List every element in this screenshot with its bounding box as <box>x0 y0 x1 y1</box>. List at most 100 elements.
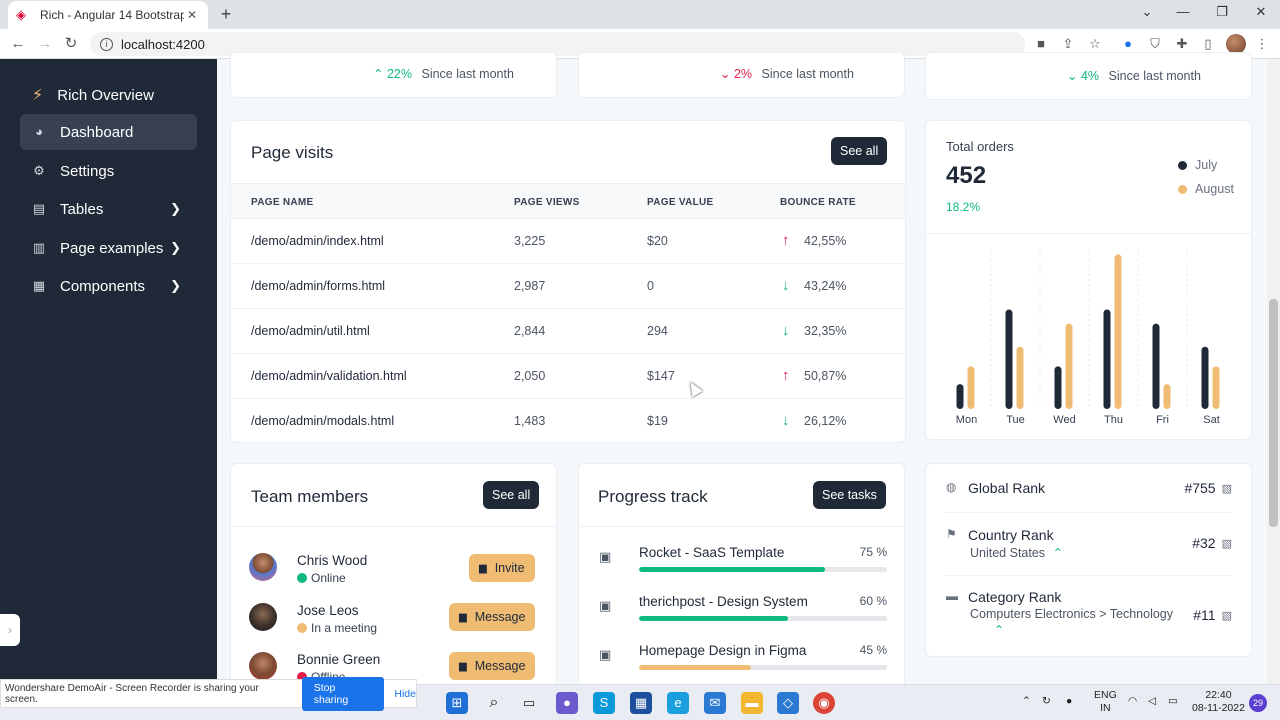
chevron-up-icon: ⌃ <box>373 67 384 81</box>
sidebar-item-page-examples[interactable]: ▥ Page examples ❯ <box>20 230 197 266</box>
column-header: PAGE NAME <box>251 197 314 208</box>
button-label: Message <box>474 610 526 624</box>
table-row: /demo/admin/modals.html 1,483 $19 ↓ 26,1… <box>231 399 905 444</box>
stat-label: Since last month <box>1108 69 1201 83</box>
battery-icon[interactable]: ▭ <box>1168 695 1178 707</box>
legend-label: August <box>1195 182 1234 196</box>
arrow-up-icon: ↑ <box>782 232 790 249</box>
page-value: $19 <box>647 414 668 428</box>
x-tick-label: Mon <box>956 414 977 426</box>
divider <box>231 526 556 527</box>
close-window-button[interactable]: ✕ <box>1255 4 1267 19</box>
more-menu-icon[interactable]: ⋮ <box>1255 36 1269 51</box>
notification-badge[interactable]: 29 <box>1249 694 1267 712</box>
stop-sharing-button[interactable]: Stop sharing <box>301 676 385 711</box>
tab-search-icon[interactable]: ⌄ <box>1141 4 1153 19</box>
avatar[interactable] <box>249 652 277 680</box>
stat-change-row: ⌄ 4% Since last month <box>1067 68 1201 83</box>
mail-icon[interactable]: ✉ <box>704 692 726 714</box>
vscode-icon[interactable]: ◇ <box>777 692 799 714</box>
x-tick-label: Thu <box>1104 414 1123 426</box>
search-icon[interactable]: ⌕ <box>489 694 499 711</box>
bar-july-fri[interactable] <box>1152 323 1160 409</box>
sidebar-item-components[interactable]: ▦ Components ❯ <box>20 268 197 304</box>
chevron-right-icon: ❯ <box>170 240 181 255</box>
extension-user-icon[interactable]: ● <box>1124 36 1132 51</box>
sidebar-item-label: Tables <box>60 200 104 218</box>
maximize-button[interactable]: ❐ <box>1216 4 1228 19</box>
task-view-icon[interactable]: ▭ <box>522 695 536 710</box>
sidebar-item-dashboard[interactable]: ◕ Dashboard <box>20 114 197 150</box>
profile-avatar[interactable] <box>1226 34 1246 54</box>
angular-favicon-icon: ◈ <box>16 7 26 22</box>
bar-august-wed[interactable] <box>1065 323 1073 409</box>
hide-button[interactable]: Hide <box>394 687 416 700</box>
clock[interactable]: 22:40 08-11-2022 <box>1192 689 1245 715</box>
teams-chat-icon[interactable]: ● <box>556 692 578 714</box>
side-panel-icon[interactable]: ▯ <box>1204 36 1212 51</box>
shield-extension-icon[interactable]: ⛉ <box>1150 36 1160 51</box>
skype-icon[interactable]: S <box>593 692 615 714</box>
bar-august-mon[interactable] <box>967 366 975 409</box>
sidebar-item-settings[interactable]: ⚙ Settings <box>20 153 197 189</box>
microphone-icon[interactable]: ● <box>1066 695 1073 707</box>
volume-icon[interactable]: ◁ <box>1148 695 1157 707</box>
sidebar-item-tables[interactable]: ▤ Tables ❯ <box>20 191 197 227</box>
gear-icon: ⚙ <box>33 163 45 178</box>
scrollbar-thumb[interactable] <box>1269 299 1278 527</box>
bar-july-sat[interactable] <box>1201 346 1209 409</box>
bar-august-tue[interactable] <box>1016 346 1024 409</box>
browser-tab[interactable]: ◈ Rich - Angular 14 Bootstrap 5 Da ✕ <box>8 1 208 29</box>
bar-august-thu[interactable] <box>1114 254 1122 409</box>
url-text: localhost:4200 <box>121 36 205 52</box>
windows-start-icon[interactable]: ⊞ <box>446 692 468 714</box>
site-info-icon[interactable]: i <box>100 37 113 51</box>
avatar[interactable] <box>249 553 277 581</box>
rank-sub-label: United States <box>970 546 1046 560</box>
arrow-down-icon: ↓ <box>782 322 790 339</box>
chevron-up-icon[interactable]: ⌃ <box>1022 695 1031 707</box>
bar-july-tue[interactable] <box>1005 309 1013 409</box>
puzzle-extension-icon[interactable]: ✚ <box>1176 36 1188 51</box>
share-icon[interactable]: ⇪ <box>1062 36 1074 51</box>
see-all-button[interactable]: See all <box>831 137 888 165</box>
minimize-button[interactable]: — <box>1176 4 1190 19</box>
bar-august-fri[interactable] <box>1163 384 1171 409</box>
close-tab-icon[interactable]: ✕ <box>186 8 198 22</box>
member-name: Jose Leos <box>297 603 359 618</box>
see-all-button[interactable]: See all <box>483 481 540 509</box>
camera-icon[interactable]: ■ <box>1037 36 1045 51</box>
stat-change: 22% <box>386 67 412 81</box>
bar-july-wed[interactable] <box>1054 366 1062 409</box>
sidebar-collapse-toggle[interactable]: › <box>0 614 20 646</box>
bar-august-sat[interactable] <box>1212 366 1220 409</box>
clipboard-icon: ▣ <box>599 549 612 564</box>
bookmark-star-icon[interactable]: ☆ <box>1089 36 1101 51</box>
new-tab-button[interactable]: + <box>220 4 232 24</box>
file-explorer-icon[interactable]: ▬ <box>741 692 763 714</box>
store-icon[interactable]: ▦ <box>630 692 652 714</box>
progress-name: Rocket - SaaS Template <box>639 545 785 560</box>
page-value: 294 <box>647 324 668 338</box>
page-scrollbar[interactable] <box>1267 59 1280 684</box>
bounce-rate: 26,12% <box>804 414 847 428</box>
edge-browser-icon[interactable]: e <box>667 692 689 714</box>
legend-dot <box>1178 160 1187 170</box>
language-indicator[interactable]: ENG IN <box>1094 689 1117 715</box>
reload-icon[interactable]: ↻ <box>64 35 78 52</box>
sync-icon[interactable]: ↻ <box>1042 695 1051 707</box>
chrome-icon[interactable]: ◉ <box>813 692 835 714</box>
message-button[interactable]: ▆ Message <box>449 652 536 680</box>
back-arrow-icon[interactable]: ← <box>10 35 26 52</box>
message-button[interactable]: ▆ Message <box>449 603 536 631</box>
bar-july-mon[interactable] <box>956 384 964 409</box>
sidebar-brand[interactable]: ⚡ Rich Overview <box>32 85 154 105</box>
wifi-icon[interactable]: ◠ <box>1128 695 1138 707</box>
forward-arrow-icon[interactable]: → <box>37 35 53 52</box>
avatar[interactable] <box>249 603 277 631</box>
see-tasks-button[interactable]: See tasks <box>813 481 886 509</box>
orders-bar-chart: Mon Tue Wed Thu Fri Sat <box>956 249 1220 426</box>
invite-button[interactable]: ▆ Invite <box>469 554 535 582</box>
arrow-down-icon: ↓ <box>782 412 790 429</box>
bar-july-thu[interactable] <box>1103 309 1111 409</box>
